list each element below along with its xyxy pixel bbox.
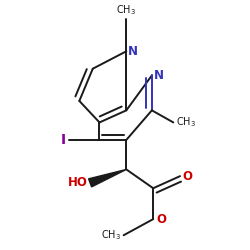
Text: CH$_3$: CH$_3$ (116, 3, 136, 17)
Text: I: I (60, 133, 66, 147)
Text: N: N (154, 69, 164, 82)
Text: HO: HO (68, 176, 87, 189)
Text: O: O (183, 170, 193, 183)
Text: N: N (128, 45, 138, 58)
Text: O: O (156, 212, 166, 226)
Text: CH$_3$: CH$_3$ (101, 228, 121, 242)
Text: CH$_3$: CH$_3$ (176, 116, 196, 129)
Polygon shape (88, 170, 126, 187)
